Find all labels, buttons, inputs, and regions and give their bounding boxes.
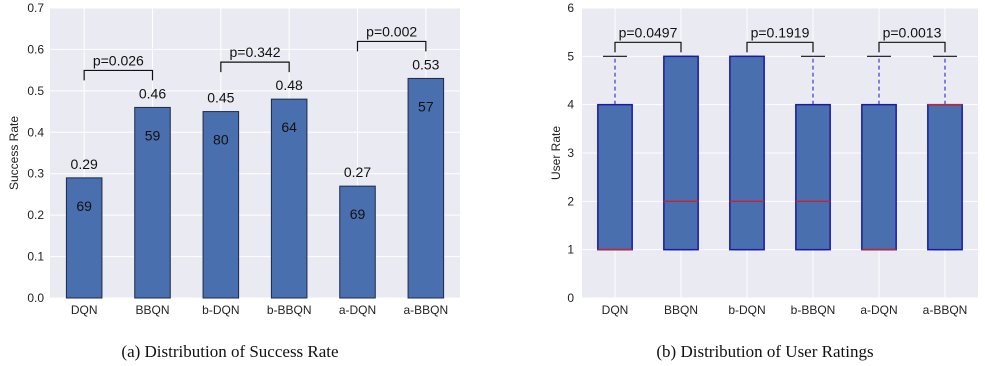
box	[663, 55, 699, 251]
y-tick-label: 1	[567, 243, 574, 257]
bar-value-label: 0.45	[207, 90, 234, 106]
x-axis-ticks: DQN BBQN b-DQN b-BBQN a-DQN a-BBQN	[602, 303, 968, 317]
p-value-bracket	[83, 69, 154, 81]
box-body	[795, 103, 831, 251]
y-tick-label: 0.1	[27, 250, 44, 264]
p-value-label: p=0.0497	[619, 24, 678, 40]
y-tick-label: 0.3	[27, 167, 44, 181]
x-tick-label: b-BBQN	[267, 303, 312, 317]
plot-area	[50, 8, 460, 298]
y-tick-label: 0.0	[27, 291, 44, 305]
success-rate-chart: 0.29 69 0.46 59 0.45 80 0.48 64 0.27 69 0.53 57 0.0…	[7, 1, 460, 361]
y-axis-label: Success Rate	[7, 116, 21, 190]
x-tick-label: a-DQN	[860, 303, 897, 317]
bar-count-label: 64	[281, 119, 297, 135]
x-tick-label: DQN	[71, 303, 98, 317]
bar	[339, 185, 376, 299]
caption-a: (a) Distribution of Success Rate	[121, 342, 338, 361]
p-value-brackets: p=0.0497 p=0.1919 p=0.0013	[614, 24, 946, 53]
bar	[407, 77, 445, 299]
bar-count-label: 69	[76, 198, 92, 214]
y-tick-label: 0.2	[27, 208, 44, 222]
y-tick-label: 0.7	[27, 1, 44, 15]
p-value-label: p=0.0013	[883, 24, 942, 40]
y-tick-label: 4	[567, 98, 574, 112]
box	[597, 55, 633, 251]
p-value-bracket	[878, 41, 946, 53]
y-tick-label: 2	[567, 194, 574, 208]
bar-value-label: 0.53	[412, 56, 439, 72]
box-body	[861, 103, 897, 251]
x-tick-label: a-DQN	[339, 303, 376, 317]
box-body	[729, 55, 765, 251]
x-tick-label: BBQN	[135, 303, 169, 317]
x-axis-ticks: DQN BBQN b-DQN b-BBQN a-DQN a-BBQN	[71, 303, 448, 317]
y-tick-label: 0.6	[27, 42, 44, 56]
bar-value-label: 0.27	[344, 164, 371, 180]
p-value-label: p=0.026	[93, 52, 144, 68]
box	[729, 55, 765, 251]
x-tick-label: a-BBQN	[403, 303, 448, 317]
box-body	[597, 103, 633, 251]
p-value-label: p=0.342	[230, 44, 281, 60]
user-ratings-chart: 0 1 2 3 4 5 6 DQN BBQN b-DQN b-BBQN a-DQN a-BBQN p=…	[549, 1, 978, 361]
x-tick-label: b-DQN	[202, 303, 239, 317]
x-tick-label: a-BBQN	[923, 303, 968, 317]
p-value-label: p=0.1919	[751, 24, 810, 40]
bar-value-label: 0.48	[276, 77, 303, 93]
p-value-bracket	[220, 61, 290, 73]
bar-value-label: 0.29	[71, 156, 98, 172]
bar-count-label: 57	[418, 98, 434, 114]
y-tick-label: 0.4	[27, 125, 44, 139]
p-value-bracket	[356, 40, 427, 52]
box	[927, 55, 963, 251]
y-tick-label: 6	[567, 1, 574, 15]
y-tick-label: 0	[567, 291, 574, 305]
p-value-brackets: p=0.026 p=0.342 p=0.002	[83, 23, 427, 81]
p-value-bracket	[746, 41, 814, 53]
y-tick-label: 0.5	[27, 84, 44, 98]
p-value-label: p=0.002	[366, 23, 417, 39]
y-axis-ticks: 0 1 2 3 4 5 6	[567, 1, 574, 305]
y-tick-label: 5	[567, 49, 574, 63]
x-tick-label: b-DQN	[728, 303, 765, 317]
bar-count-label: 69	[350, 206, 366, 222]
bar	[202, 111, 240, 299]
p-value-bracket	[614, 41, 682, 53]
boxes	[597, 55, 963, 251]
y-axis-label: User Rate	[549, 126, 563, 180]
bar	[134, 106, 171, 299]
bar-value-label: 0.46	[139, 85, 166, 101]
caption-b: (b) Distribution of User Ratings	[656, 342, 873, 361]
y-axis-ticks: 0.0 0.1 0.2 0.3 0.4 0.5 0.6 0.7	[27, 1, 44, 305]
box-body	[927, 103, 963, 251]
x-tick-label: BBQN	[664, 303, 698, 317]
bar-count-label: 59	[145, 127, 161, 143]
y-tick-label: 3	[567, 146, 574, 160]
bar-count-label: 80	[213, 132, 229, 148]
bar	[65, 177, 103, 299]
x-tick-label: DQN	[602, 303, 629, 317]
box-body	[663, 55, 699, 251]
x-tick-label: b-BBQN	[791, 303, 836, 317]
bars: 0.29 69 0.46 59 0.45 80 0.48 64 0.27 69 0.53 57	[65, 56, 445, 299]
box	[795, 55, 831, 251]
bar	[270, 98, 308, 299]
box	[861, 55, 897, 251]
